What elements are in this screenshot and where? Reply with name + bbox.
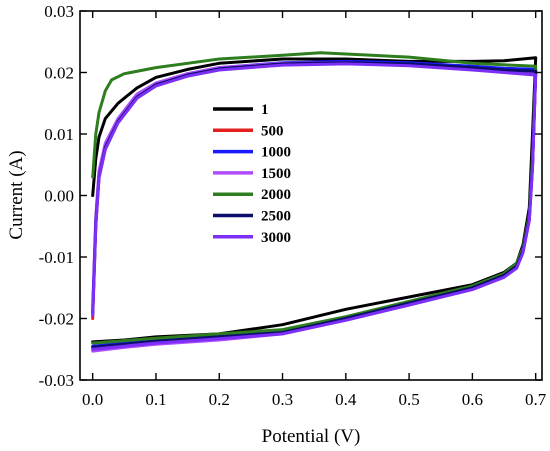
series-line-2500 — [91, 61, 538, 349]
y-axis-title: Current (A) — [6, 150, 27, 239]
x-tick-label: 0.4 — [335, 390, 357, 409]
x-tick-label: 0.5 — [398, 390, 419, 409]
y-tick-label: 0.02 — [44, 64, 74, 83]
x-tick-label: 0.3 — [272, 390, 293, 409]
x-tick-label: 0.7 — [525, 390, 547, 409]
x-tick-label: 0.2 — [209, 390, 230, 409]
series-line-2000 — [91, 51, 538, 345]
series-line-1000 — [91, 59, 538, 348]
y-axis-ticks: -0.03 -0.02 -0.01 0.00 0.01 0.02 0.03 — [39, 2, 542, 390]
series-line-1500 — [91, 61, 538, 353]
y-tick-label: -0.01 — [39, 248, 74, 267]
x-tick-label: 0.0 — [82, 390, 103, 409]
y-tick-label: -0.03 — [39, 371, 74, 390]
legend-label-1500: 1500 — [261, 166, 291, 182]
series-curves — [91, 51, 538, 353]
x-tick-label: 0.6 — [462, 390, 483, 409]
legend-label-500: 500 — [261, 123, 284, 139]
legend-label-3000: 3000 — [261, 230, 291, 246]
x-tick-label: 0.1 — [145, 390, 166, 409]
legend-label-2500: 2500 — [261, 209, 291, 225]
series-line-500 — [91, 61, 538, 351]
y-tick-label: 0.01 — [44, 125, 74, 144]
x-axis-ticks: 0.0 0.1 0.2 0.3 0.4 0.5 0.6 0.7 — [82, 11, 547, 409]
series-line-3000 — [91, 62, 538, 351]
y-tick-label: -0.02 — [39, 310, 74, 329]
y-tick-label: 0.00 — [44, 187, 74, 206]
series-line-1 — [91, 56, 538, 344]
legend-label-1000: 1000 — [261, 145, 291, 161]
y-tick-label: 0.03 — [44, 2, 74, 21]
legend-label-2000: 2000 — [261, 187, 291, 203]
x-axis-title: Potential (V) — [262, 426, 361, 447]
legend-label-1: 1 — [261, 102, 269, 118]
